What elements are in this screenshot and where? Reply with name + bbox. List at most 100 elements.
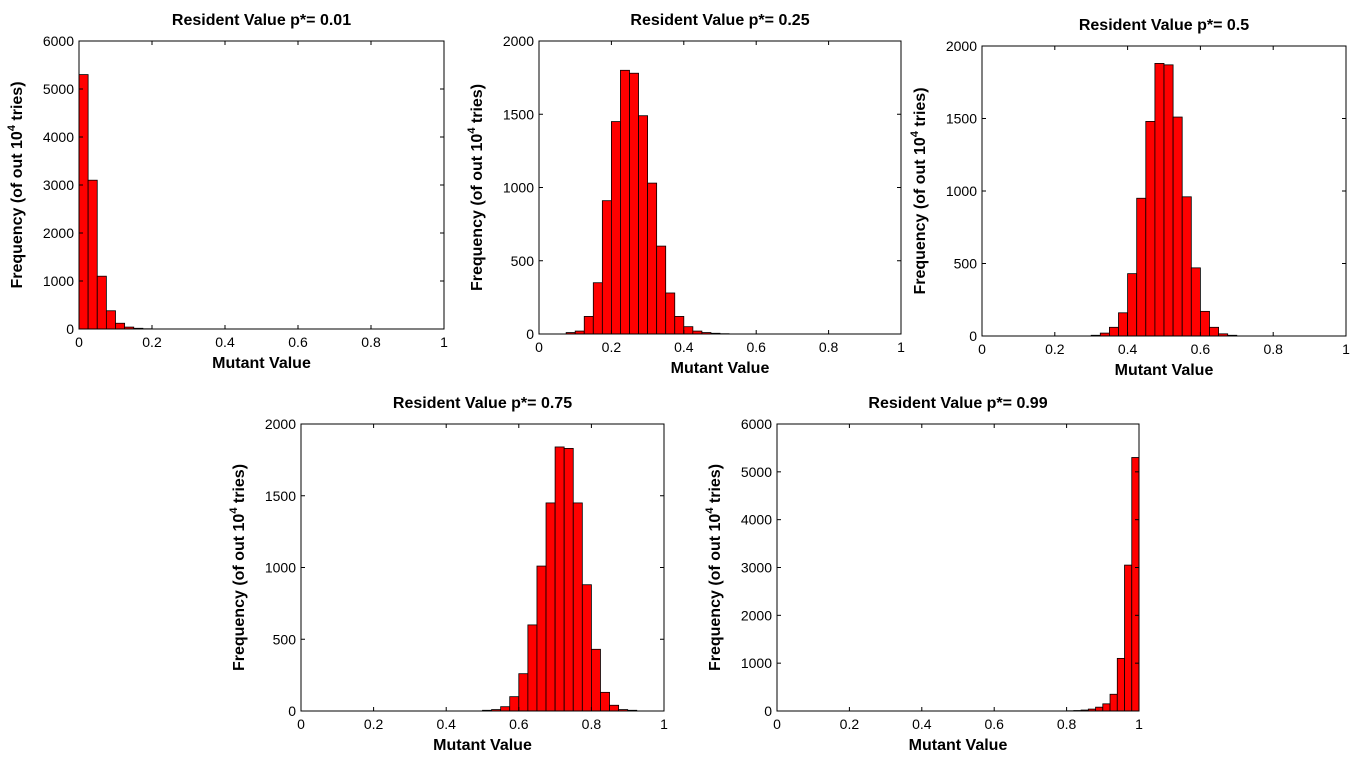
chart-title: Resident Value p*= 0.01: [172, 12, 351, 29]
y-tick-label: 1500: [503, 106, 534, 122]
x-tick-label: 1: [1342, 341, 1350, 357]
histogram-bar: [1109, 326, 1119, 337]
histogram-bar: [518, 673, 529, 712]
histogram-bar: [581, 584, 592, 712]
histogram-bar: [1095, 706, 1104, 712]
y-tick-label: 0: [288, 703, 296, 719]
histogram-bar: [1172, 116, 1183, 337]
x-axis-label: Mutant Value: [671, 360, 770, 377]
x-tick-label: 0.8: [819, 339, 839, 355]
histogram-bar: [509, 696, 520, 712]
y-tick-label: 2000: [265, 416, 296, 432]
histogram-bar: [1102, 703, 1111, 712]
histogram-bar: [674, 316, 685, 335]
x-axis-label: Mutant Value: [433, 737, 532, 754]
y-axis-label-prefix: Frequency (of out 10: [707, 514, 724, 671]
y-tick-label: 0: [969, 328, 977, 344]
x-tick-label: 0.4: [912, 716, 932, 732]
y-tick-label: 0: [764, 703, 772, 719]
y-axis-label-superscript: 4: [6, 124, 18, 131]
x-tick-label: 0.6: [1191, 341, 1211, 357]
histogram-bar: [527, 624, 538, 712]
y-axis-label: Frequency (of out 104 tries): [466, 84, 486, 291]
histogram-bar: [105, 310, 116, 330]
plot-area: [301, 424, 664, 711]
histogram-bar: [1124, 564, 1133, 712]
histogram-bar: [1136, 197, 1147, 337]
x-axis-label: Mutant Value: [1115, 362, 1214, 379]
histogram-bar: [638, 115, 648, 335]
y-axis-label-prefix: Frequency (of out 10: [231, 514, 248, 671]
x-tick-label: 0.2: [1045, 341, 1065, 357]
y-tick-label: 0: [66, 321, 74, 337]
chart-title: Resident Value p*= 0.25: [630, 12, 809, 29]
y-tick-label: 500: [954, 256, 978, 272]
y-tick-label: 0: [526, 326, 534, 342]
histogram-bar: [1181, 196, 1192, 337]
y-tick-label: 2000: [741, 607, 772, 623]
y-tick-label: 4000: [741, 512, 772, 528]
y-tick-label: 1500: [265, 488, 296, 504]
y-axis-label-suffix: tries): [912, 87, 929, 131]
y-tick-label: 3000: [43, 177, 74, 193]
histogram-bar: [1127, 273, 1138, 337]
x-tick-label: 0.2: [840, 716, 860, 732]
y-axis-label-superscript: 4: [909, 130, 921, 137]
x-tick-label: 0.4: [436, 716, 456, 732]
y-tick-label: 1500: [946, 111, 977, 127]
histogram-bar: [647, 182, 658, 335]
y-axis-label-prefix: Frequency (of out 10: [912, 137, 929, 294]
y-tick-label: 2000: [503, 33, 534, 49]
histogram-bar: [600, 691, 610, 712]
chart-4: 0 0.2 0.4 0.6 0.8 1 0 500 1000 1500 2000 Resident V…: [228, 395, 668, 754]
y-axis-label: Frequency (of out 104 tries): [704, 464, 724, 671]
chart-title: Resident Value p*= 0.75: [393, 395, 572, 412]
y-tick-label: 1000: [741, 655, 772, 671]
y-tick-label: 500: [273, 631, 297, 647]
histogram-bar: [1154, 63, 1165, 337]
x-tick-label: 0.8: [1263, 341, 1283, 357]
x-tick-label: 0.6: [746, 339, 766, 355]
x-tick-label: 0.2: [364, 716, 384, 732]
x-tick-label: 1: [440, 334, 448, 350]
histogram-bar: [620, 69, 630, 335]
y-axis-label-suffix: tries): [469, 84, 486, 128]
x-tick-label: 0: [978, 341, 986, 357]
chart-1: 0 0.2 0.4 0.6 0.8 1 0 1000 2000 3000 4000 5000 6000 R…: [6, 12, 448, 372]
x-tick-label: 0: [773, 716, 781, 732]
x-tick-label: 0.8: [1057, 716, 1077, 732]
histogram-bar: [609, 704, 620, 712]
y-axis-label: Frequency (of out 104 tries): [909, 87, 929, 294]
chart-2: 0 0.2 0.4 0.6 0.8 1 0 500 1000 1500 2000 Resident V…: [466, 12, 905, 377]
y-axis-label-superscript: 4: [228, 507, 240, 514]
y-tick-label: 4000: [43, 129, 74, 145]
x-axis-label: Mutant Value: [909, 737, 1008, 754]
x-tick-label: 0.8: [361, 334, 381, 350]
histogram-bar: [1145, 121, 1156, 337]
x-tick-label: 0.6: [288, 334, 308, 350]
y-tick-label: 1000: [946, 183, 977, 199]
histogram-bar: [96, 275, 107, 330]
x-tick-label: 0.4: [215, 334, 235, 350]
x-tick-label: 0.6: [509, 716, 529, 732]
y-axis-label-superscript: 4: [466, 127, 478, 134]
chart-5: 0 0.2 0.4 0.6 0.8 1 0 1000 2000 3000 4000 5000 6000 R…: [704, 395, 1143, 754]
plot-area: [777, 424, 1139, 711]
histogram-bar: [1163, 64, 1174, 337]
histogram-bar: [656, 245, 667, 335]
y-axis-label-suffix: tries): [707, 464, 724, 508]
chart-title: Resident Value p*= 0.5: [1079, 17, 1249, 34]
histogram-bar: [601, 200, 612, 335]
x-tick-label: 1: [660, 716, 668, 732]
x-tick-label: 0.8: [582, 716, 602, 732]
histogram-bar: [1118, 312, 1128, 337]
histogram-bar: [572, 502, 583, 712]
histogram-bar: [665, 292, 676, 335]
x-tick-label: 0.6: [984, 716, 1004, 732]
y-axis-label-suffix: tries): [9, 81, 26, 125]
y-axis-label-superscript: 4: [704, 507, 716, 514]
histogram-bar: [591, 648, 601, 712]
histogram-bar: [1109, 693, 1118, 712]
y-tick-label: 1000: [503, 180, 534, 196]
